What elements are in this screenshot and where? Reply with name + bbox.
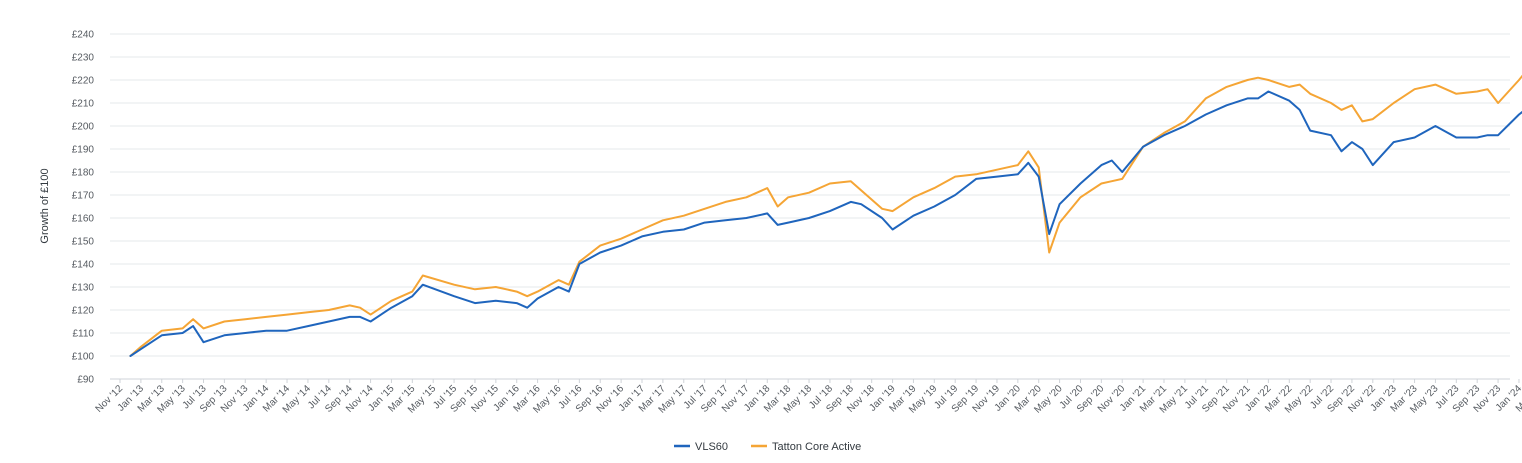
y-tick-label: £190 <box>72 145 95 156</box>
y-tick-label: £150 <box>72 237 95 248</box>
y-tick-label: £230 <box>72 53 95 64</box>
y-tick-label: £200 <box>72 122 95 133</box>
y-tick-label: £120 <box>72 306 95 317</box>
y-tick-label: £210 <box>72 99 95 110</box>
series-line-0 <box>129 90 1522 357</box>
y-tick-label: £240 <box>72 30 95 41</box>
y-tick-label: £90 <box>77 375 94 386</box>
y-axis-tick-labels: £90 £100 £110 £120 £130 £140 £150 £160 £170 £180 £… <box>72 30 95 386</box>
y-tick-label: £100 <box>72 352 95 363</box>
y-tick-label: £220 <box>72 76 95 87</box>
legend-label: Tatton Core Active <box>772 441 861 453</box>
y-axis-title: Growth of £100 <box>39 168 51 243</box>
series-lines <box>129 74 1522 357</box>
y-tick-label: £130 <box>72 283 95 294</box>
series-line-1 <box>129 74 1522 357</box>
legend[interactable]: VLS60 Tatton Core Active <box>674 441 861 453</box>
legend-label: VLS60 <box>695 441 728 453</box>
y-tick-label: £180 <box>72 168 95 179</box>
grid-lines <box>110 33 1510 380</box>
y-tick-label: £140 <box>72 260 95 271</box>
y-tick-label: £170 <box>72 191 95 202</box>
legend-item-0[interactable]: VLS60 <box>674 441 728 453</box>
legend-item-1[interactable]: Tatton Core Active <box>751 441 861 453</box>
y-tick-label: £160 <box>72 214 95 225</box>
y-tick-label: £110 <box>72 329 94 340</box>
